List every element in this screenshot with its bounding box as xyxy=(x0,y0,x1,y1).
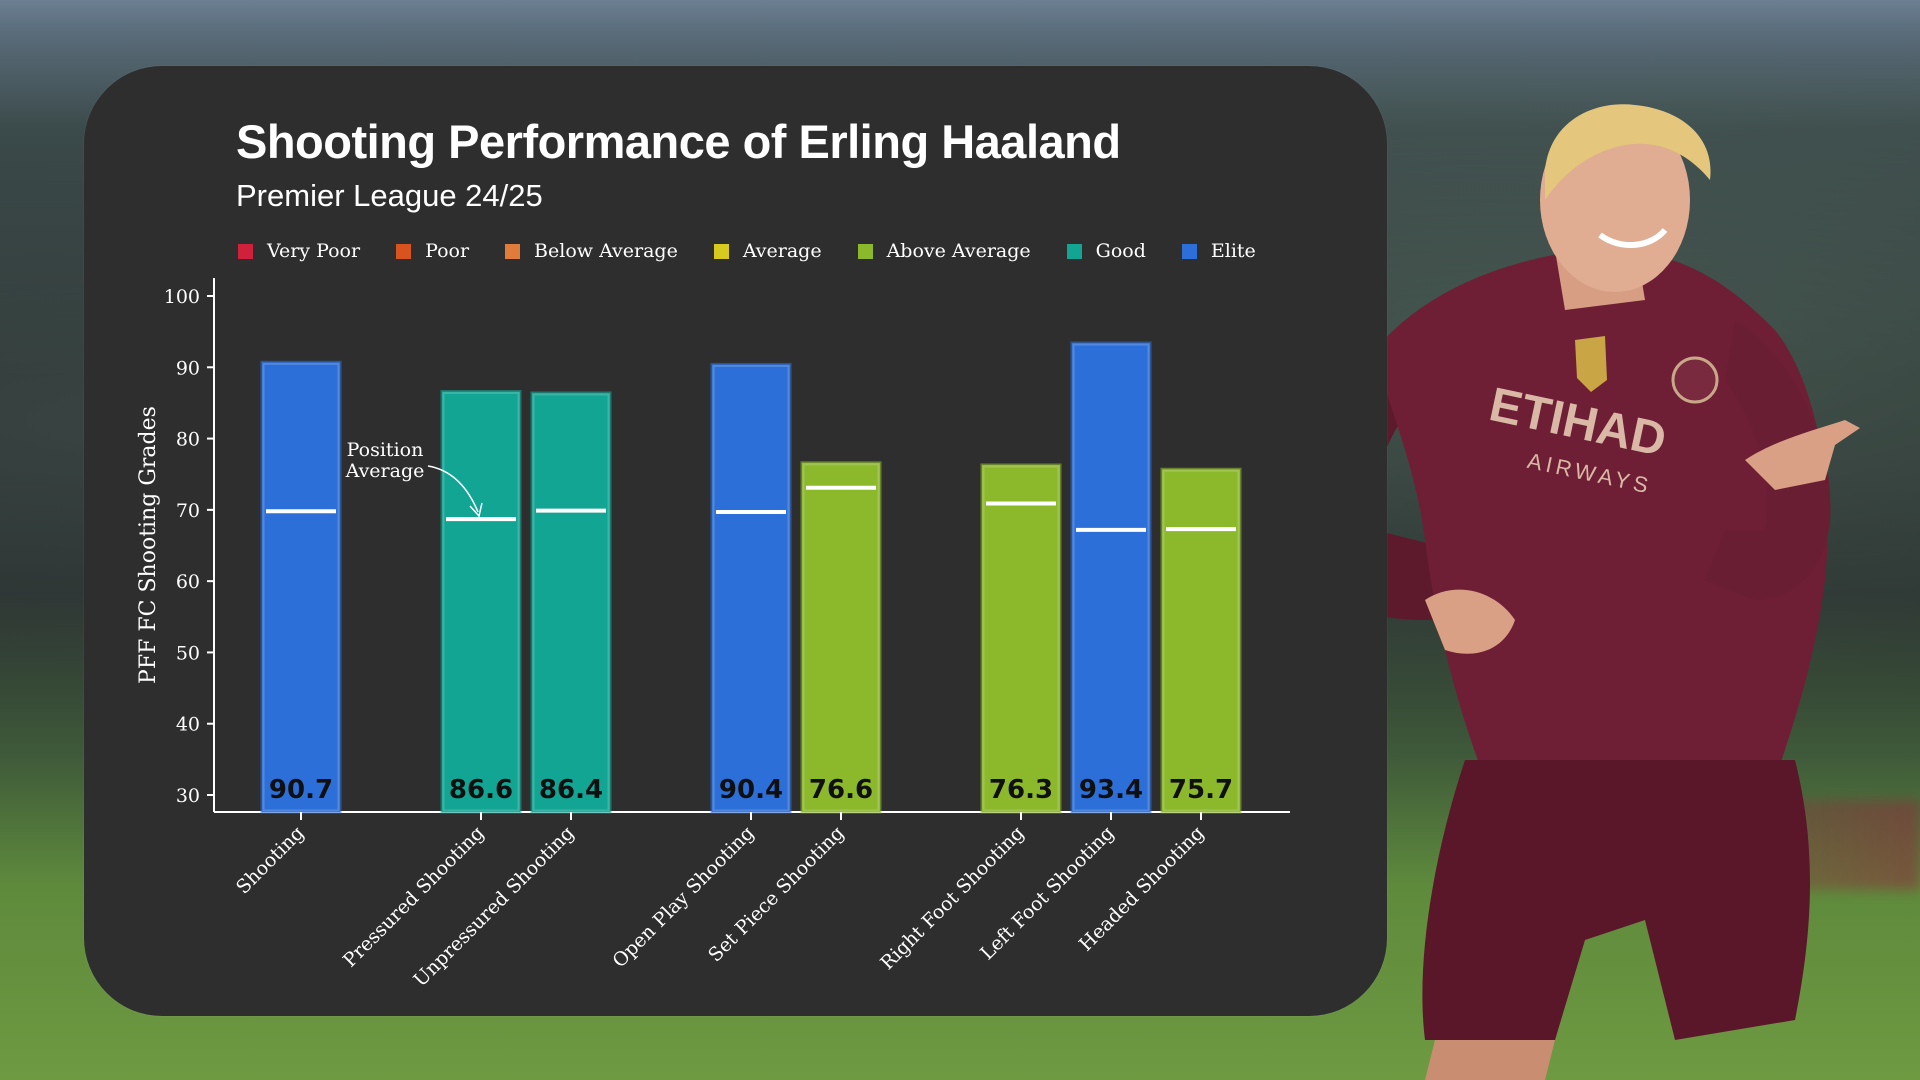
legend-swatch xyxy=(396,243,412,259)
y-tick-label: 90 xyxy=(176,357,200,379)
chart-title: Shooting Performance of Erling Haaland xyxy=(236,115,1121,168)
bar-outline xyxy=(982,465,1060,812)
legend-label: Below Average xyxy=(534,240,678,262)
legend-item-elite: Elite xyxy=(1181,240,1256,262)
chart-subtitle: Premier League 24/25 xyxy=(236,178,543,213)
bar-value-label: 93.4 xyxy=(1079,775,1143,805)
y-tick-label: 50 xyxy=(176,642,200,664)
legend-swatch xyxy=(238,243,253,259)
bar-value-label: 86.6 xyxy=(449,775,513,805)
legend-item-poor: Poor xyxy=(396,240,469,262)
legend-swatch xyxy=(713,243,729,259)
bar-outline xyxy=(442,392,520,812)
legend-label: Elite xyxy=(1210,240,1256,262)
y-axis-label: PFF FC Shooting Grades xyxy=(136,406,161,684)
legend-swatch xyxy=(857,243,873,259)
annotation-arrow xyxy=(427,465,479,513)
legend-label: Very Poor xyxy=(267,240,361,262)
bar-value-label: 75.7 xyxy=(1169,775,1233,805)
legend-swatch xyxy=(505,243,521,259)
bar xyxy=(530,391,612,814)
annotation-text: Average xyxy=(345,460,425,482)
bar xyxy=(260,360,342,814)
annotation-arrowhead xyxy=(469,502,483,518)
bar-outline xyxy=(1162,469,1240,812)
bar-value-label: 86.4 xyxy=(539,775,603,805)
bar-outline xyxy=(1072,343,1150,812)
annotation-text: Position xyxy=(347,439,424,461)
legend-item-below-average: Below Average xyxy=(505,240,678,262)
legend: Very Poor Poor Below Average Average Abo… xyxy=(238,236,1292,266)
legend-swatch xyxy=(1066,243,1082,259)
legend-label: Good xyxy=(1095,240,1146,262)
bar-outline xyxy=(262,362,340,812)
legend-item-good: Good xyxy=(1066,240,1146,262)
y-tick-label: 100 xyxy=(164,286,200,308)
bar xyxy=(800,461,882,814)
legend-swatch xyxy=(1181,243,1197,259)
bar-outline xyxy=(712,364,790,812)
legend-label: Poor xyxy=(425,240,470,262)
legend-label: Above Average xyxy=(886,240,1031,262)
y-tick-label: 70 xyxy=(176,500,200,522)
bar-value-label: 76.6 xyxy=(809,775,873,805)
y-tick-label: 60 xyxy=(176,571,200,593)
x-tick-label: Unpressured Shooting xyxy=(409,822,578,991)
y-tick-label: 80 xyxy=(176,429,200,451)
player-photo: ETIHAD AIRWAYS xyxy=(1273,104,1860,1080)
bar xyxy=(1160,467,1242,814)
bar-value-label: 90.7 xyxy=(269,775,333,805)
bar-outline xyxy=(802,463,880,812)
bar xyxy=(980,463,1062,814)
x-tick-label: Shooting xyxy=(232,822,309,899)
legend-item-average: Average xyxy=(713,240,822,262)
bar-value-label: 90.4 xyxy=(719,775,783,805)
x-tick-label: Right Foot Shooting xyxy=(876,822,1028,974)
y-tick-label: 30 xyxy=(176,785,200,807)
bar xyxy=(1070,341,1152,814)
bar xyxy=(710,362,792,814)
bar-value-label: 76.3 xyxy=(989,775,1053,805)
y-tick-label: 40 xyxy=(176,714,200,736)
legend-item-above-average: Above Average xyxy=(857,240,1031,262)
legend-item-very-poor: Very Poor xyxy=(238,240,360,262)
bar xyxy=(440,390,522,814)
bar-outline xyxy=(532,393,610,812)
legend-label: Average xyxy=(742,240,822,262)
